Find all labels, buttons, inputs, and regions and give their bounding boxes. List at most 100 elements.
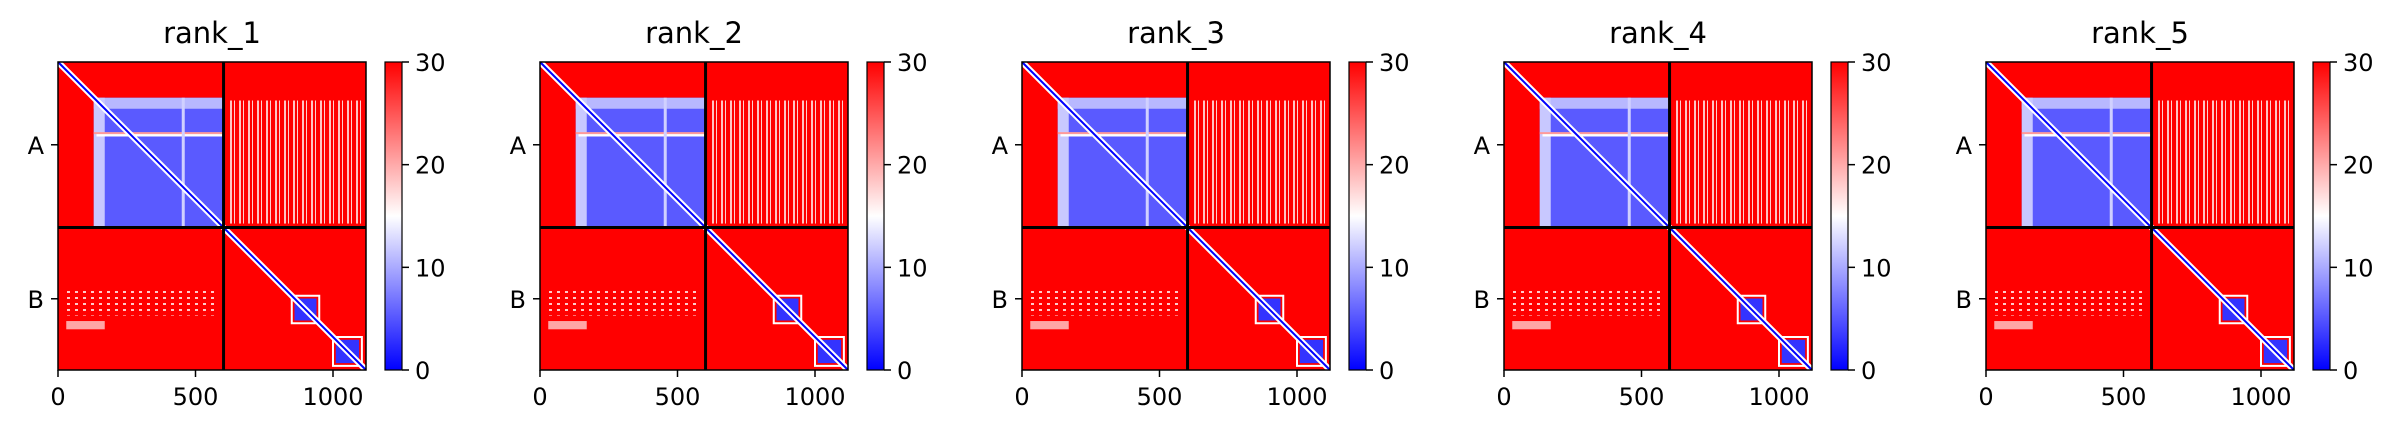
colorbar-tick-label: 20 [1861,152,1892,180]
domain-block-a-edge [2021,97,2033,227]
panel-title: rank_5 [2091,16,2189,50]
colorbar-tick-label: 10 [2343,254,2374,282]
domain-block-a-line [181,97,185,227]
colorbar-tick-label: 0 [1379,357,1394,385]
x-tick-label: 1000 [2230,383,2291,411]
diagonal [539,61,849,371]
heatmap-frame [539,61,849,371]
diagonal [1503,61,1813,371]
interchain-streak-ba [1512,321,1551,330]
heatmap [1019,59,1333,373]
heatmap-panel: rank_3 A B 0 500 1000 0 10 20 30 [992,16,1410,411]
interchain-block-ab [711,100,844,224]
domain-block-a-edge [93,97,105,227]
heatmap-panel: rank_4 A B 0 500 1000 0 10 20 30 [1474,16,1892,411]
interchain-block-ba [548,290,698,316]
y-tick-label: A [1474,132,1491,160]
domain-block-b2-edge [1296,336,1327,367]
domain-block-a-line [2024,133,2151,137]
x-tick-label: 0 [1014,383,1029,411]
colorbar-tick-label: 0 [2343,357,2358,385]
x-tick-label: 1000 [1266,383,1327,411]
colorbar-tick-label: 10 [897,254,928,282]
domain-block-a-line [2109,97,2113,227]
y-tick-label: B [1956,286,1972,314]
colorbar-tick-label: 10 [1379,254,1410,282]
domain-block-a-line [2021,132,2151,135]
x-tick-label: 0 [50,383,65,411]
colorbar-tick-label: 10 [415,254,446,282]
domain-block-b1-edge [1736,294,1767,325]
colorbar-tick-label: 30 [1861,49,1892,77]
colorbar [1830,61,1849,371]
colorbar-tick-label: 30 [1379,49,1410,77]
heatmap-frame [1021,61,1331,371]
domain-block-a-line [93,132,223,135]
colorbar-tick-label: 0 [415,357,430,385]
y-tick-label: B [1474,286,1490,314]
y-tick-label: A [992,132,1009,160]
panel-title: rank_1 [163,16,261,50]
colorbar-tick-label: 10 [1861,254,1892,282]
diagonal [57,61,367,371]
interchain-block-ba [66,290,216,316]
domain-block-a-line [575,132,705,135]
x-tick-label: 500 [655,383,701,411]
domain-block-b2-edge [332,336,363,367]
domain-block-b2-edge [2260,336,2291,367]
interchain-block-ba [1512,290,1662,316]
heatmap-frame [57,61,367,371]
domain-block-a-line [1060,133,1187,137]
domain-block-b1-edge [290,294,321,325]
domain-block-a-edge [1057,97,1187,109]
heatmap [55,59,369,373]
domain-block-a-edge [575,97,705,109]
y-tick-label: B [992,286,1008,314]
panel-title: rank_4 [1609,16,1707,50]
domain-block-b2-edge [1778,336,1809,367]
y-tick-label: B [510,286,526,314]
domain-block-a-line [96,133,223,137]
interchain-streak-ba [1994,321,2033,330]
interchain-streak-ba [1030,321,1069,330]
heatmap-panel: rank_2 A B 0 500 1000 0 10 20 30 [510,16,928,411]
domain-block-a-line [1145,97,1149,227]
domain-block-a-edge [1539,97,1669,109]
colorbar [2312,61,2331,371]
colorbar-tick-label: 30 [897,49,928,77]
domain-block-a-edge [93,97,223,109]
y-tick-label: A [510,132,527,160]
colorbar-tick-label: 20 [2343,152,2374,180]
heatmap [1501,59,1815,373]
colorbar-tick-label: 20 [1379,152,1410,180]
x-tick-label: 1000 [1748,383,1809,411]
domain-block-a-edge [1057,97,1069,227]
colorbar-tick-label: 20 [897,152,928,180]
x-tick-label: 0 [1978,383,1993,411]
panel-title: rank_2 [645,16,743,50]
domain-block-a-line [1539,132,1669,135]
heatmap-panel: rank_1 A B 0 500 1000 0 10 20 30 [28,16,446,411]
domain-block-a-edge [2021,97,2151,109]
domain-block-a-edge [1539,97,1551,227]
interchain-block-ab [229,100,362,224]
domain-block-a-line [1542,133,1669,137]
x-tick-label: 500 [1619,383,1665,411]
interchain-block-ab [1193,100,1326,224]
domain-block-a-line [663,97,667,227]
x-tick-label: 0 [1496,383,1511,411]
heatmap-frame [1503,61,1813,371]
x-tick-label: 1000 [302,383,363,411]
heatmap-panel: rank_5 A B 0 500 1000 0 10 20 30 [1956,16,2374,411]
colorbar [1348,61,1367,371]
colorbar-tick-label: 30 [415,49,446,77]
y-tick-label: B [28,286,44,314]
domain-block-b2-edge [814,336,845,367]
diagonal [1985,61,2295,371]
interchain-block-ba [1994,290,2144,316]
interchain-block-ab [2157,100,2290,224]
x-tick-label: 500 [1137,383,1183,411]
x-tick-label: 500 [2101,383,2147,411]
colorbar-tick-label: 0 [897,357,912,385]
domain-block-a-line [578,133,705,137]
